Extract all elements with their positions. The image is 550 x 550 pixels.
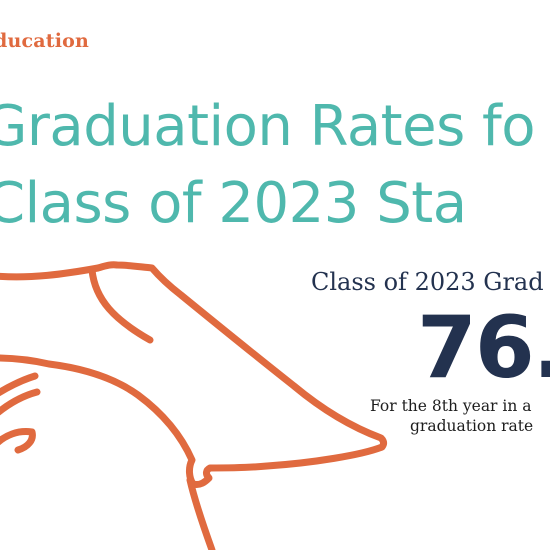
headline-line-2: Class of 2023 Sta [0,171,467,236]
graduation-rate-value: 76. [417,298,550,398]
stat-note-line-2: graduation rate [410,417,534,435]
headline-line-1: Graduation Rates fo [0,94,536,159]
stat-note-line-1: For the 8th year in a [370,397,532,415]
brand-logo-text: ducation [0,30,90,52]
stat-heading: Class of 2023 Grad [311,268,544,296]
